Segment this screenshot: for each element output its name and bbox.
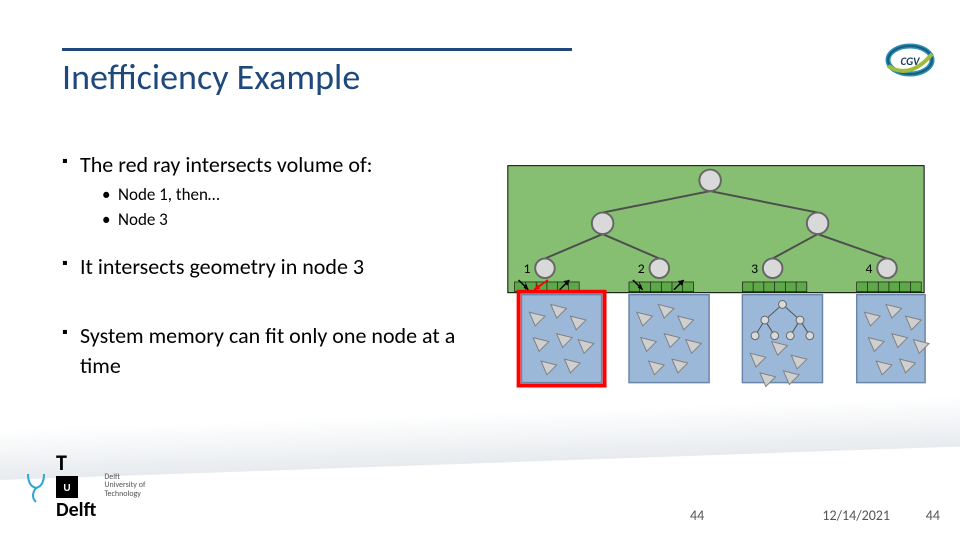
- tudelft-text: Delft: [56, 498, 96, 522]
- svg-text:CGV: CGV: [900, 55, 921, 68]
- cgv-logo: CGV: [880, 40, 940, 80]
- page-title: Inefficiency Example: [62, 55, 360, 99]
- bullet-3: System memory can fit only one node at a…: [62, 321, 472, 380]
- bullet-1b: Node 3: [62, 209, 472, 232]
- bullet-1: The red ray intersects volume of:: [62, 150, 472, 180]
- bullet-1a: Node 1, then…: [62, 184, 472, 207]
- svg-text:2: 2: [638, 260, 645, 277]
- bullet-2: It intersects geometry in node 3: [62, 252, 472, 282]
- svg-text:3: 3: [751, 260, 758, 277]
- bullet-list: The red ray intersects volume of: Node 1…: [62, 150, 472, 385]
- tree-diagram: 1 2 3 4: [500, 160, 930, 400]
- footer-date: 12/14/2021: [822, 507, 890, 524]
- svg-text:1: 1: [523, 260, 530, 277]
- title-rule: [62, 48, 572, 51]
- footer-center: 44: [690, 507, 704, 524]
- svg-text:4: 4: [866, 260, 873, 277]
- tudelft-logo: TUDelft Delft University of Technology: [24, 449, 145, 522]
- tudelft-box: U: [56, 476, 78, 498]
- tudelft-sub: Delft University of Technology: [104, 473, 145, 498]
- footer-slide-number: 44: [926, 507, 940, 524]
